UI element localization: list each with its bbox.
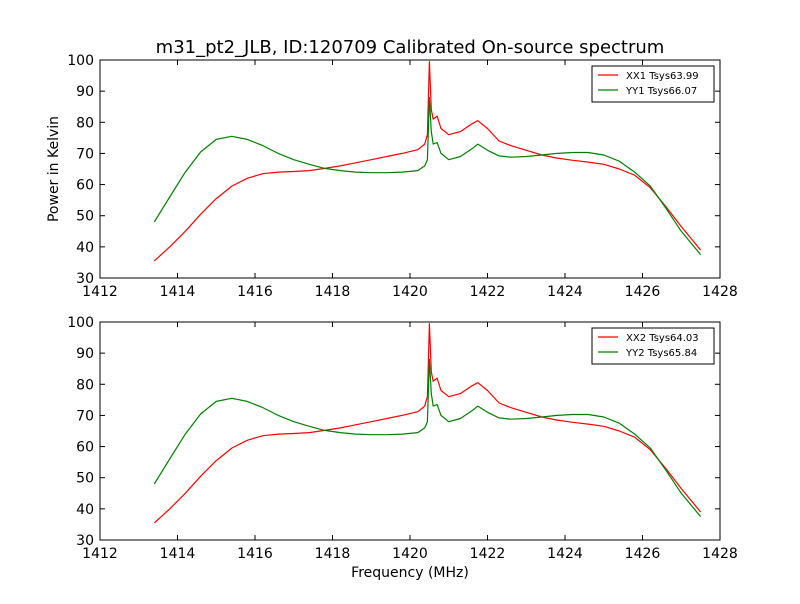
panel-top: 1412 1414 1416 1418 1420 1422 1424 1426 1428 30 40…	[67, 53, 738, 300]
x-tick-label: 1420	[392, 546, 428, 562]
legend: XX1 Tsys63.99 YY1 Tsys66.07	[591, 65, 715, 103]
x-tick-label: 1424	[547, 284, 583, 300]
x-tick-label: 1426	[625, 546, 661, 562]
x-tick-label: 1412	[82, 546, 118, 562]
legend-entry: XX1 Tsys63.99	[626, 71, 699, 82]
y-tick-label: 60	[76, 440, 94, 456]
y-tick-label: 40	[76, 240, 94, 256]
y-tick-label: 80	[76, 377, 94, 393]
x-tick-label: 1414	[160, 546, 196, 562]
x-tick-label: 1428	[702, 546, 738, 562]
legend: XX2 Tsys64.03 YY2 Tsys65.84	[591, 327, 715, 365]
series-line-xx1	[153, 61, 702, 262]
x-tick-label: 1426	[625, 284, 661, 300]
y-tick-label: 90	[76, 346, 94, 362]
y-tick-label: 80	[76, 115, 94, 131]
y-tick-label: 50	[76, 209, 94, 225]
x-axis-label: Frequency (MHz)	[351, 565, 469, 581]
y-tick-label: 90	[76, 84, 94, 100]
y-tick-label: 100	[67, 53, 94, 69]
x-tick-label: 1422	[470, 284, 506, 300]
y-tick-label: 70	[76, 146, 94, 162]
y-tick-label: 100	[67, 315, 94, 331]
legend-entry: YY2 Tsys65.84	[625, 348, 697, 359]
legend-box	[591, 327, 715, 365]
series-line-yy1	[153, 96, 702, 255]
x-tick-label: 1416	[237, 546, 273, 562]
x-tick-label: 1428	[702, 284, 738, 300]
legend-entry: YY1 Tsys66.07	[625, 86, 697, 97]
y-tick-label: 70	[76, 408, 94, 424]
y-tick-label: 30	[76, 533, 94, 549]
y-axis-label: Power in Kelvin	[46, 116, 62, 222]
legend-box	[591, 65, 715, 103]
y-tick-label: 50	[76, 471, 94, 487]
x-tick-label: 1412	[82, 284, 118, 300]
x-tick-label: 1418	[315, 546, 351, 562]
x-tick-label: 1420	[392, 284, 428, 300]
x-tick-label: 1422	[470, 546, 506, 562]
x-tick-label: 1424	[547, 546, 583, 562]
x-tick-label: 1418	[315, 284, 351, 300]
chart-title: m31_pt2_JLB, ID:120709 Calibrated On-sou…	[156, 37, 665, 58]
x-tick-label: 1416	[237, 284, 273, 300]
series-line-xx2	[153, 323, 702, 524]
y-tick-label: 40	[76, 502, 94, 518]
y-tick-label: 60	[76, 178, 94, 194]
panel-bottom: 1412 1414 1416 1418 1420 1422 1424 1426 1428 30 40…	[67, 315, 738, 562]
y-tick-label: 30	[76, 271, 94, 287]
legend-entry: XX2 Tsys64.03	[626, 333, 699, 344]
x-tick-label: 1414	[160, 284, 196, 300]
series-line-yy2	[153, 358, 702, 517]
